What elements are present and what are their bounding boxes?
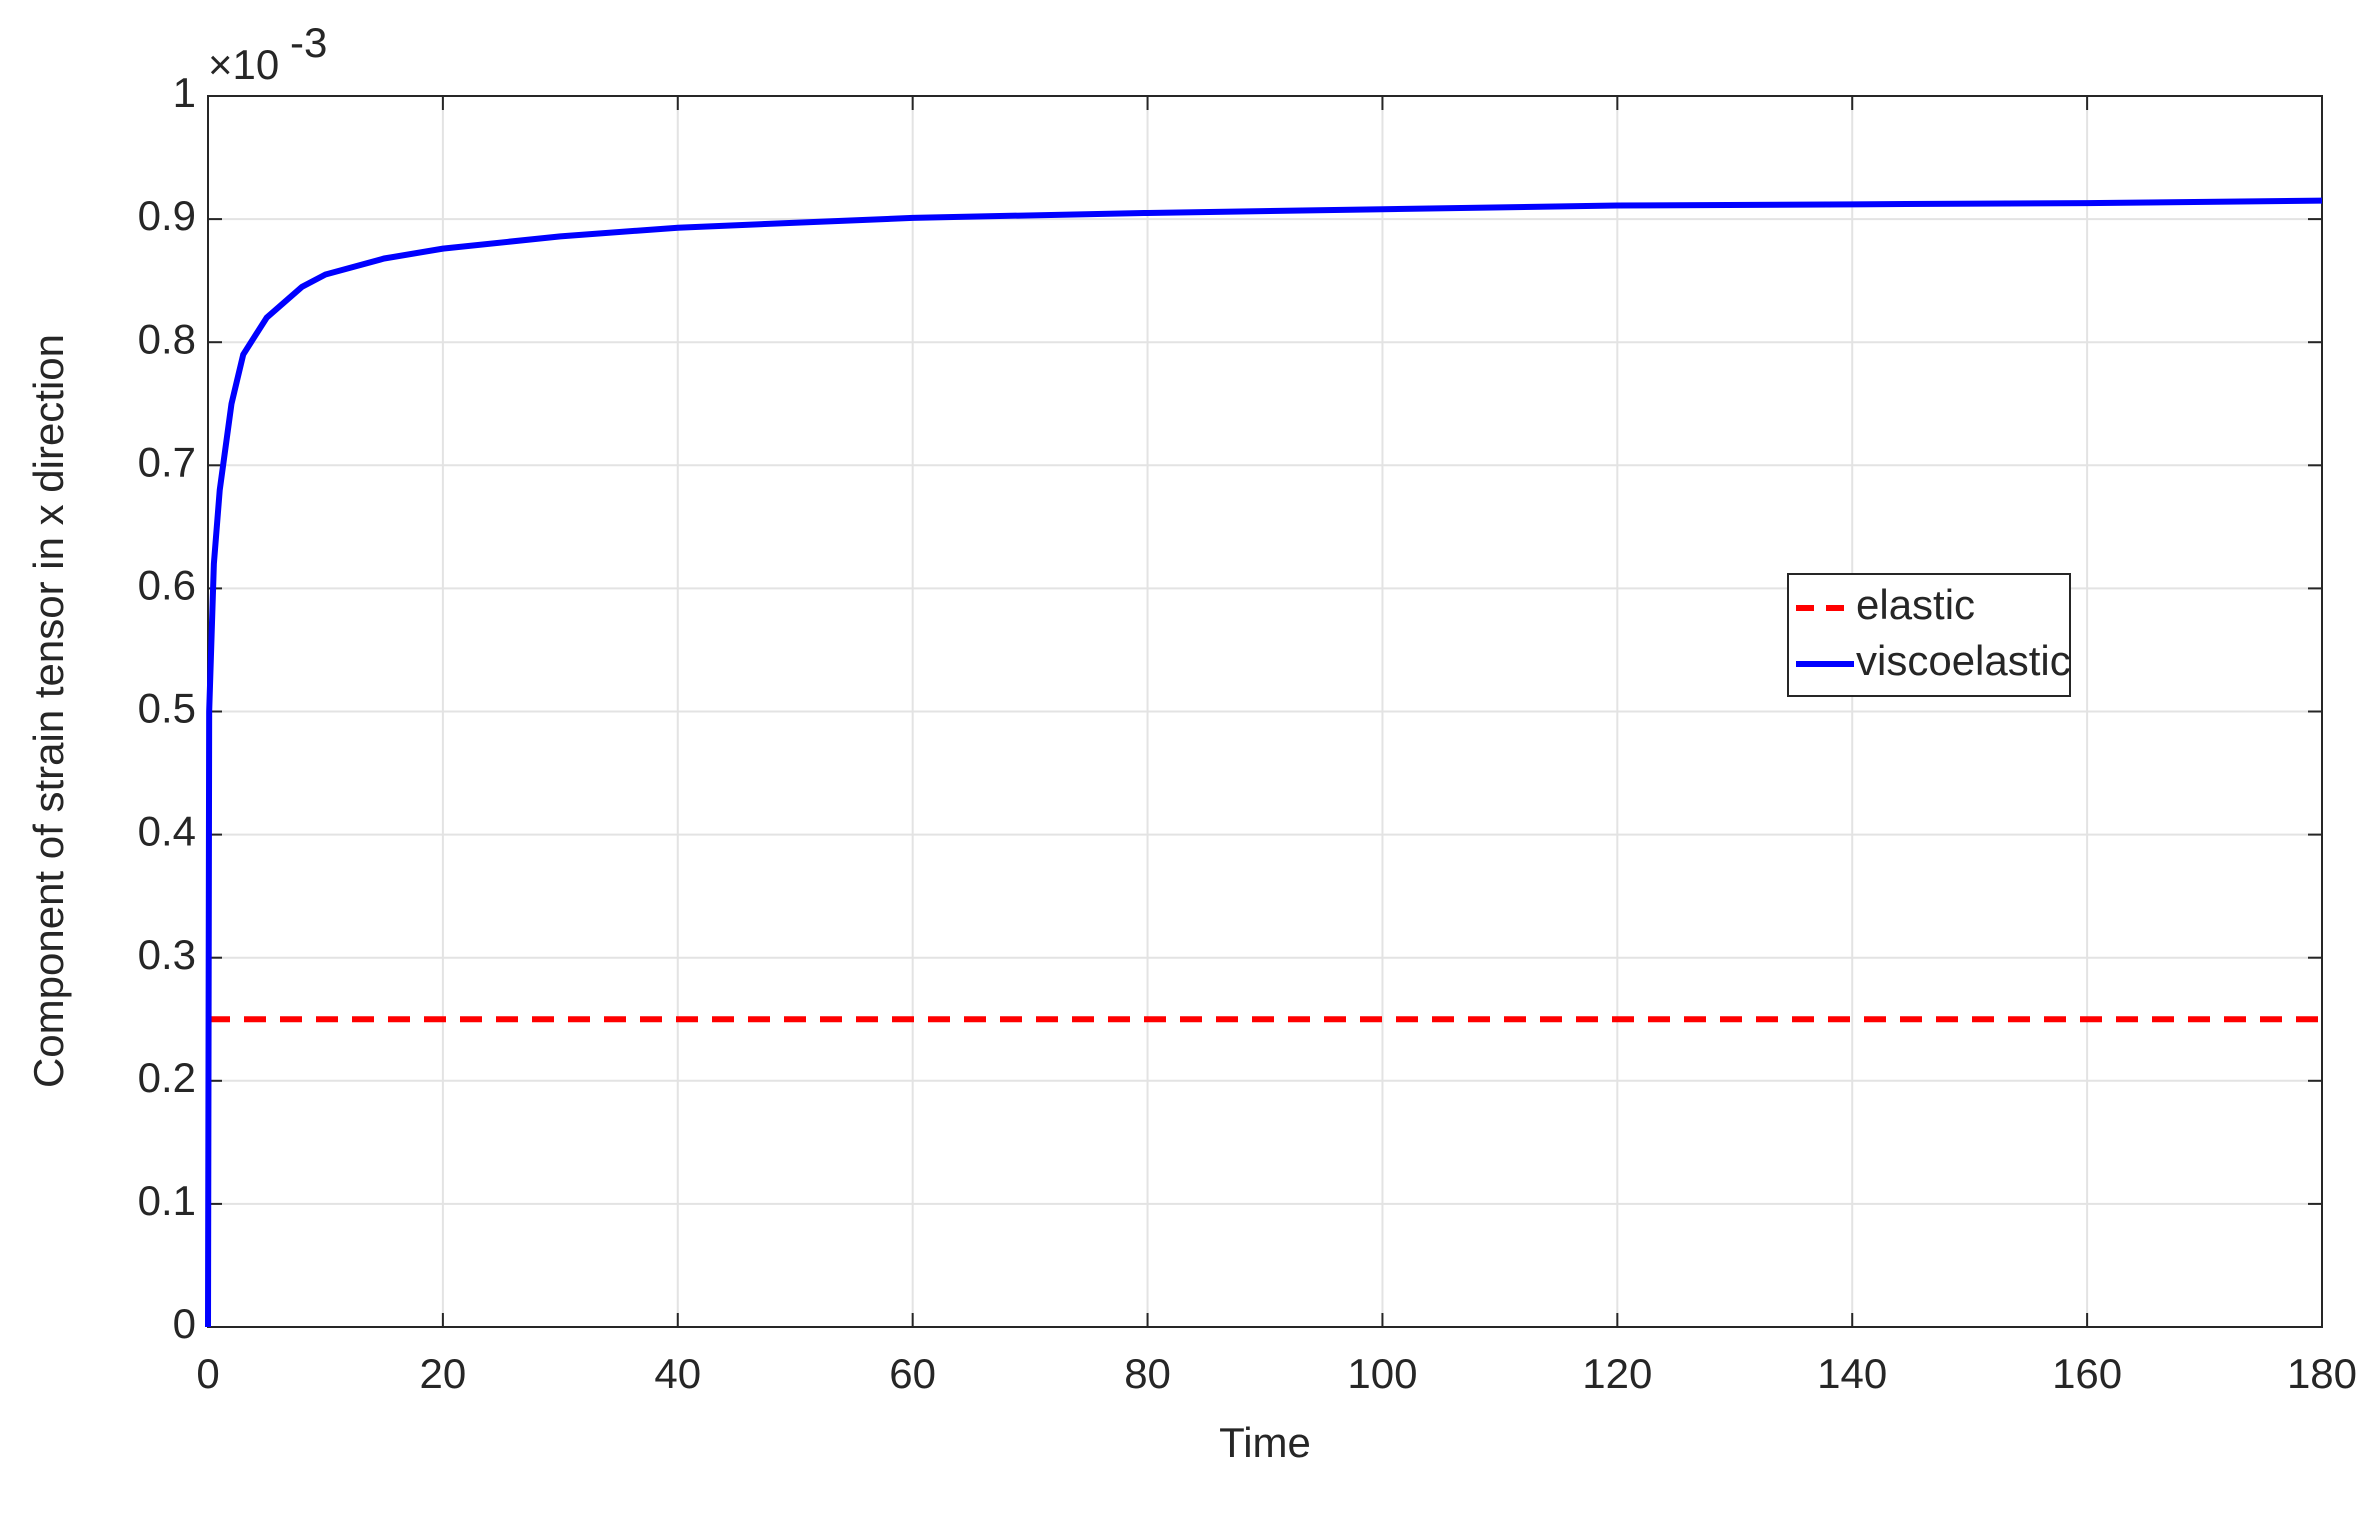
x-tick-label: 0 — [196, 1350, 219, 1397]
y-tick-label: 0 — [173, 1300, 196, 1347]
x-tick-label: 40 — [654, 1350, 701, 1397]
x-tick-label: 20 — [420, 1350, 467, 1397]
y-tick-label: 0.6 — [138, 561, 196, 608]
x-tick-label: 160 — [2052, 1350, 2122, 1397]
y-tick-label: 0.5 — [138, 685, 196, 732]
y-tick-label: 0.3 — [138, 931, 196, 978]
x-axis-label: Time — [1219, 1419, 1311, 1466]
y-scale-exponent: -3 — [290, 19, 327, 66]
x-tick-label: 140 — [1817, 1350, 1887, 1397]
legend-box — [1787, 573, 2071, 697]
legend-label: elastic — [1856, 581, 1975, 628]
y-tick-label: 0.2 — [138, 1054, 196, 1101]
y-tick-label: 0.9 — [138, 192, 196, 239]
x-tick-label: 120 — [1582, 1350, 1652, 1397]
y-tick-label: 0.7 — [138, 438, 196, 485]
y-tick-label: 0.4 — [138, 808, 196, 855]
x-tick-label: 80 — [1124, 1350, 1171, 1397]
y-scale-base: ×10 — [208, 41, 279, 88]
x-tick-label: 100 — [1347, 1350, 1417, 1397]
y-axis-label: Component of strain tensor in x directio… — [25, 334, 72, 1088]
y-tick-label: 1 — [173, 69, 196, 116]
x-tick-label: 60 — [889, 1350, 936, 1397]
y-tick-label: 0.8 — [138, 315, 196, 362]
y-tick-label: 0.1 — [138, 1177, 196, 1224]
legend-label: viscoelastic — [1856, 637, 2071, 684]
series-line — [205, 197, 2323, 1328]
x-tick-label: 180 — [2287, 1350, 2357, 1397]
